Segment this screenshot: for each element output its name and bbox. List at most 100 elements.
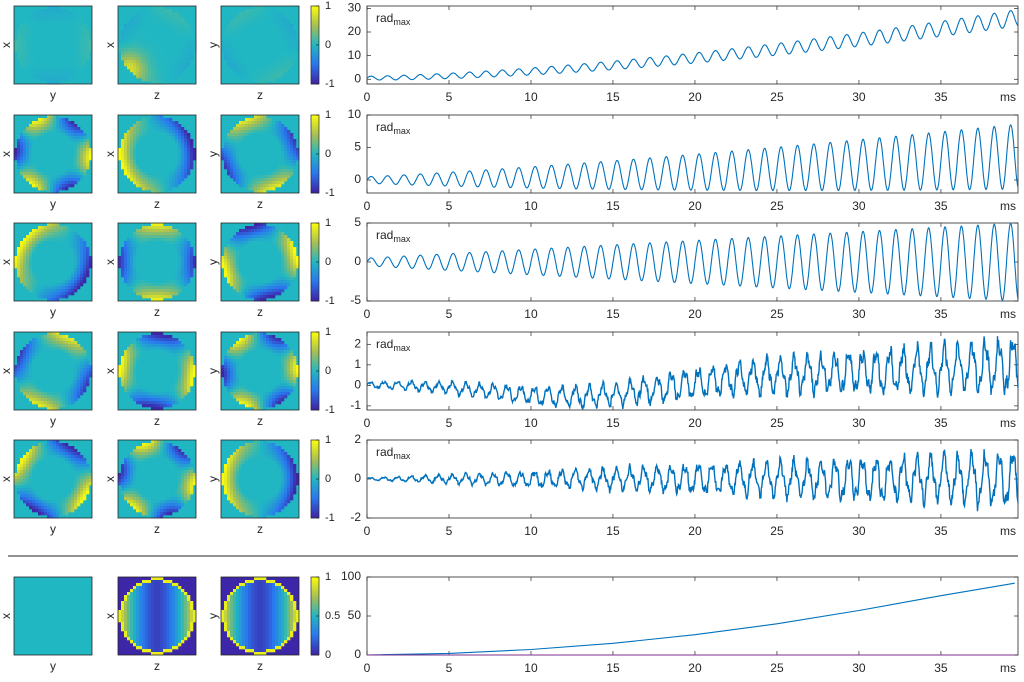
- heatmap-cell: [142, 63, 145, 66]
- heatmap-cell: [290, 139, 293, 142]
- heatmap-cell: [278, 142, 281, 145]
- heatmap-cell: [227, 166, 230, 169]
- heatmap-cell: [257, 121, 260, 124]
- heatmap-cell: [281, 66, 284, 69]
- heatmap-cell: [230, 60, 233, 63]
- heatmap-cell: [263, 145, 266, 148]
- heatmap-cell: [248, 24, 251, 27]
- heatmap-cell: [32, 277, 35, 280]
- heatmap-cell: [251, 75, 254, 78]
- heatmap-cell: [272, 274, 275, 277]
- heatmap-cell: [263, 57, 266, 60]
- heatmap-cell: [242, 289, 245, 292]
- heatmap-cell: [175, 124, 178, 127]
- heatmap-cell: [266, 151, 269, 154]
- heatmap-cell: [127, 166, 130, 169]
- heatmap-cell: [44, 136, 47, 139]
- heatmap-cell: [257, 33, 260, 36]
- heatmap-cell: [83, 262, 86, 265]
- heatmap-cell: [181, 69, 184, 72]
- heatmap-cell: [160, 160, 163, 163]
- heatmap-cell: [181, 148, 184, 151]
- heatmap-cell: [53, 78, 56, 81]
- heatmap-cell: [148, 48, 151, 51]
- heatmap-mode-3-3: [221, 223, 299, 301]
- heatmap-cell: [35, 341, 38, 344]
- heatmap-cell: [83, 151, 86, 154]
- heatmap-cell: [53, 12, 56, 15]
- heatmap-cell: [251, 169, 254, 172]
- heatmap-cell: [139, 151, 142, 154]
- heatmap-cell: [139, 172, 142, 175]
- heatmap-cell: [163, 241, 166, 244]
- heatmap-cell: [248, 121, 251, 124]
- heatmap-cell: [142, 271, 145, 274]
- heatmap-cell: [35, 280, 38, 283]
- heatmap-cell: [62, 256, 65, 259]
- heatmap-cell: [29, 247, 32, 250]
- heatmap-cell: [124, 42, 127, 45]
- heatmap-cell: [130, 172, 133, 175]
- heatmap-cell: [44, 75, 47, 78]
- heatmap-cell: [290, 51, 293, 54]
- heatmap-cell: [74, 30, 77, 33]
- heatmap-cell: [148, 295, 151, 298]
- heatmap-cell: [157, 154, 160, 157]
- heatmap-cell: [227, 48, 230, 51]
- heatmap-cell: [251, 286, 254, 289]
- heatmap-cell: [263, 18, 266, 21]
- heatmap-cell: [47, 136, 50, 139]
- heatmap-cell: [236, 157, 239, 160]
- heatmap-cell: [278, 157, 281, 160]
- x-axis-unit-label: ms: [1000, 199, 1016, 213]
- heatmap-cell: [130, 154, 133, 157]
- heatmap-cell: [230, 238, 233, 241]
- heatmap-cell: [47, 54, 50, 57]
- heatmap-cell: [239, 42, 242, 45]
- heatmap-cell: [71, 166, 74, 169]
- heatmap-cell: [56, 118, 59, 121]
- heatmap-cell: [275, 274, 278, 277]
- heatmap-cell: [254, 54, 257, 57]
- heatmap-cell: [56, 172, 59, 175]
- heatmap-cell: [157, 118, 160, 121]
- heatmap-cell: [68, 280, 71, 283]
- heatmap-cell: [160, 163, 163, 166]
- heatmap-cell: [14, 148, 17, 151]
- heatmap-cell: [239, 60, 242, 63]
- heatmap-cell: [47, 57, 50, 60]
- heatmap-cell: [23, 133, 26, 136]
- heatmap-cell: [269, 133, 272, 136]
- heatmap-cell: [32, 383, 35, 386]
- heatmap-cell: [17, 33, 20, 36]
- heatmap-cell: [169, 30, 172, 33]
- x-tick-label: 10: [524, 199, 538, 213]
- heatmap-cell: [23, 157, 26, 160]
- heatmap-cell: [44, 66, 47, 69]
- heatmap-cell: [272, 289, 275, 292]
- heatmap-cell: [56, 57, 59, 60]
- heatmap-cell: [248, 283, 251, 286]
- heatmap-cell: [248, 145, 251, 148]
- heatmap-cell: [266, 271, 269, 274]
- heatmap-cell: [86, 271, 89, 274]
- heatmap-cell: [175, 241, 178, 244]
- heatmap-cell: [160, 229, 163, 232]
- heatmap-cell: [56, 18, 59, 21]
- heatmap-cell: [29, 353, 32, 356]
- heatmap-cell: [32, 60, 35, 63]
- heatmap-cell: [56, 157, 59, 160]
- heatmap-cell: [248, 136, 251, 139]
- heatmap-cell: [142, 253, 145, 256]
- heatmap-cell: [121, 48, 124, 51]
- heatmap-cell: [29, 69, 32, 72]
- heatmap-cell: [245, 226, 248, 229]
- heatmap-cell: [148, 127, 151, 130]
- heatmap-cell: [166, 36, 169, 39]
- heatmap-cell: [290, 169, 293, 172]
- heatmap-cell: [53, 54, 56, 57]
- heatmap-cell: [136, 12, 139, 15]
- heatmap-cell: [71, 130, 74, 133]
- heatmap-cell: [157, 271, 160, 274]
- heatmap-cell: [242, 69, 245, 72]
